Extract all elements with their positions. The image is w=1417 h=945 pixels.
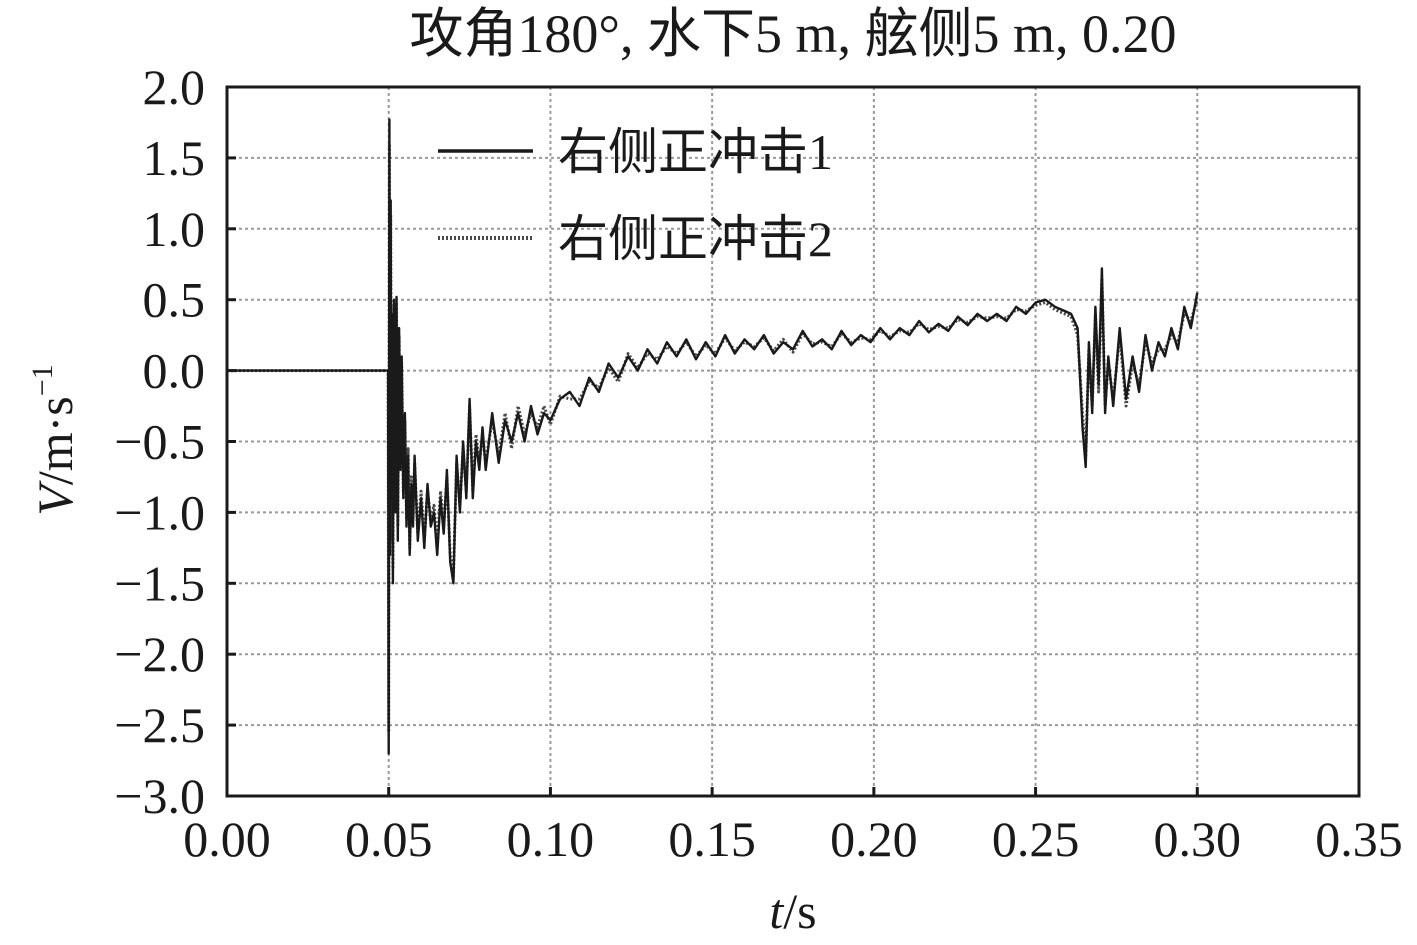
series-layer: [227, 118, 1199, 755]
legend-label-series-2: 右侧正冲击2: [558, 211, 833, 267]
y-tick-label: −3.0: [114, 768, 205, 824]
y-tick-label: −1.0: [114, 484, 205, 540]
ticks: [225, 85, 1361, 798]
x-tick-label: 0.05: [345, 811, 433, 867]
y-tick-label: 0.0: [143, 343, 206, 399]
x-tick-label: 0.15: [668, 811, 756, 867]
y-tick-label: −2.0: [114, 626, 205, 682]
y-tick-label: −2.5: [114, 697, 205, 753]
x-tick-label: 0.35: [1315, 811, 1403, 867]
x-axis-label-unit: /s: [783, 883, 816, 939]
y-tick-label: 1.5: [143, 130, 206, 186]
y-axis-label-variable: V: [27, 480, 83, 516]
legend: 右侧正冲击1 右侧正冲击2: [438, 124, 833, 267]
series-line-1: [227, 118, 1199, 755]
y-tick-label: 2.0: [143, 59, 206, 115]
legend-label-series-1: 右侧正冲击1: [558, 124, 833, 180]
x-axis-label: t/s: [769, 883, 816, 939]
x-tick-label: 0.00: [183, 811, 271, 867]
chart-title: 攻角180°, 水下5 m, 舷侧5 m, 0.20: [409, 4, 1176, 64]
y-tick-label: 0.5: [143, 272, 206, 328]
y-axis-label-exponent: −1: [26, 364, 59, 396]
y-tick-label: 1.0: [143, 201, 206, 257]
x-tick-label: 0.25: [992, 811, 1080, 867]
x-axis-label-variable: t: [769, 883, 784, 939]
y-axis-label-unit: /m·s: [27, 396, 83, 485]
x-tick-label: 0.10: [507, 811, 595, 867]
x-tick-label: 0.20: [830, 811, 918, 867]
y-tick-labels: 2.0 1.5 1.0 0.5 0.0 −0.5 −1.0 −1.5 −2.0 −2.5 −3.0: [114, 59, 205, 824]
y-tick-label: −0.5: [114, 414, 205, 470]
x-tick-label: 0.30: [1154, 811, 1242, 867]
y-tick-label: −1.5: [114, 555, 205, 611]
grid: [227, 87, 1359, 796]
y-axis-label: V/m·s−1: [26, 364, 83, 515]
x-tick-labels: 0.00 0.05 0.10 0.15 0.20 0.25 0.30 0.35: [183, 811, 1403, 867]
